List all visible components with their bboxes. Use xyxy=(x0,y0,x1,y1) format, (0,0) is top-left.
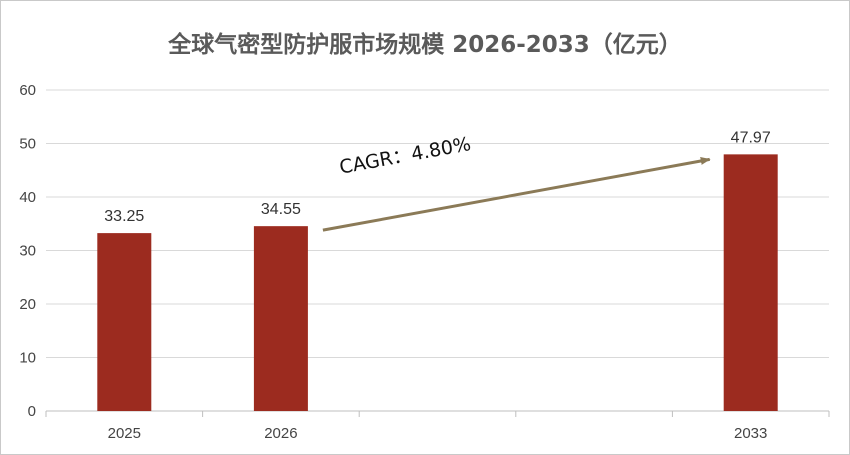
y-tick-label: 20 xyxy=(19,296,36,313)
bar-2033 xyxy=(723,154,778,411)
data-label-2033: 47.97 xyxy=(731,129,771,146)
chart-title: 全球气密型防护服市场规模 2026-2033（亿元） xyxy=(168,32,682,58)
cagr-annotation: CAGR：4.80% xyxy=(322,133,711,232)
y-tick-label: 60 xyxy=(19,82,36,99)
y-tick-label: 10 xyxy=(19,350,36,367)
y-tick-label: 30 xyxy=(19,243,36,260)
x-tick-label-2025: 2025 xyxy=(108,425,141,442)
x-tick-label-2033: 2033 xyxy=(734,425,767,442)
y-tick-label: 50 xyxy=(19,136,36,153)
labels: 0 10 20 30 40 50 60 33.25 2025 34.55 2026 47.97 2033 xyxy=(19,82,771,442)
axes xyxy=(45,410,830,417)
bar-2026 xyxy=(253,226,308,411)
bars xyxy=(97,154,778,411)
cagr-arrow xyxy=(322,157,711,232)
data-label-2025: 33.25 xyxy=(104,208,144,225)
bar-2025 xyxy=(97,233,152,411)
x-tick-label-2026: 2026 xyxy=(264,425,297,442)
data-label-2026: 34.55 xyxy=(261,201,301,218)
y-tick-label: 0 xyxy=(28,403,36,420)
cagr-label: CAGR：4.80% xyxy=(338,133,473,179)
grid-lines xyxy=(46,89,829,358)
y-tick-label: 40 xyxy=(19,189,36,206)
